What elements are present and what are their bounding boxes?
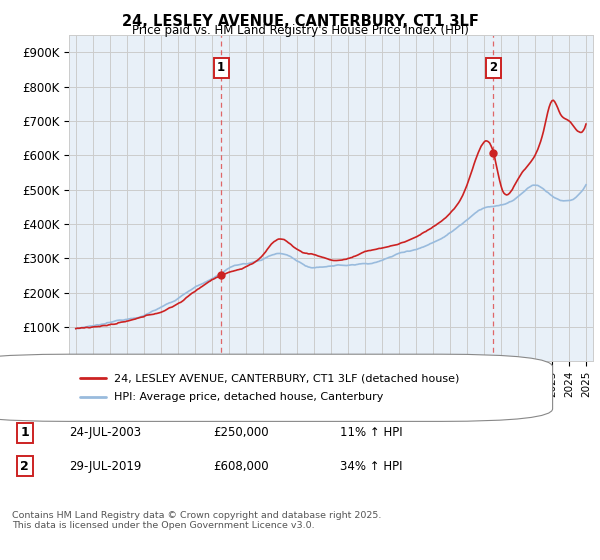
Text: HPI: Average price, detached house, Canterbury: HPI: Average price, detached house, Cant… <box>113 393 383 403</box>
FancyBboxPatch shape <box>0 354 553 421</box>
Text: 11% ↑ HPI: 11% ↑ HPI <box>340 426 403 439</box>
Text: 24, LESLEY AVENUE, CANTERBURY, CT1 3LF: 24, LESLEY AVENUE, CANTERBURY, CT1 3LF <box>122 14 478 29</box>
Text: £608,000: £608,000 <box>214 460 269 473</box>
Text: 29-JUL-2019: 29-JUL-2019 <box>70 460 142 473</box>
Text: 24-JUL-2003: 24-JUL-2003 <box>70 426 142 439</box>
Text: Contains HM Land Registry data © Crown copyright and database right 2025.
This d: Contains HM Land Registry data © Crown c… <box>12 511 382 530</box>
Text: 1: 1 <box>20 426 29 439</box>
Text: 24, LESLEY AVENUE, CANTERBURY, CT1 3LF (detached house): 24, LESLEY AVENUE, CANTERBURY, CT1 3LF (… <box>113 373 459 383</box>
Text: £250,000: £250,000 <box>214 426 269 439</box>
Text: 2: 2 <box>20 460 29 473</box>
Text: 1: 1 <box>217 62 225 74</box>
Text: Price paid vs. HM Land Registry's House Price Index (HPI): Price paid vs. HM Land Registry's House … <box>131 24 469 37</box>
Text: 34% ↑ HPI: 34% ↑ HPI <box>340 460 403 473</box>
Text: 2: 2 <box>489 62 497 74</box>
